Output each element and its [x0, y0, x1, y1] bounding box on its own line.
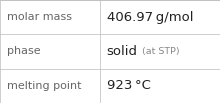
- Text: 923 °C: 923 °C: [107, 79, 150, 92]
- Text: 406.97 g/mol: 406.97 g/mol: [107, 11, 193, 24]
- Text: phase: phase: [7, 46, 40, 57]
- Text: melting point: melting point: [7, 81, 81, 91]
- Bar: [0, 69, 220, 103]
- Text: solid: solid: [107, 45, 138, 58]
- Text: (at STP): (at STP): [139, 47, 180, 56]
- Bar: [0, 34, 220, 69]
- Bar: [0, 0, 220, 34]
- Text: molar mass: molar mass: [7, 12, 72, 22]
